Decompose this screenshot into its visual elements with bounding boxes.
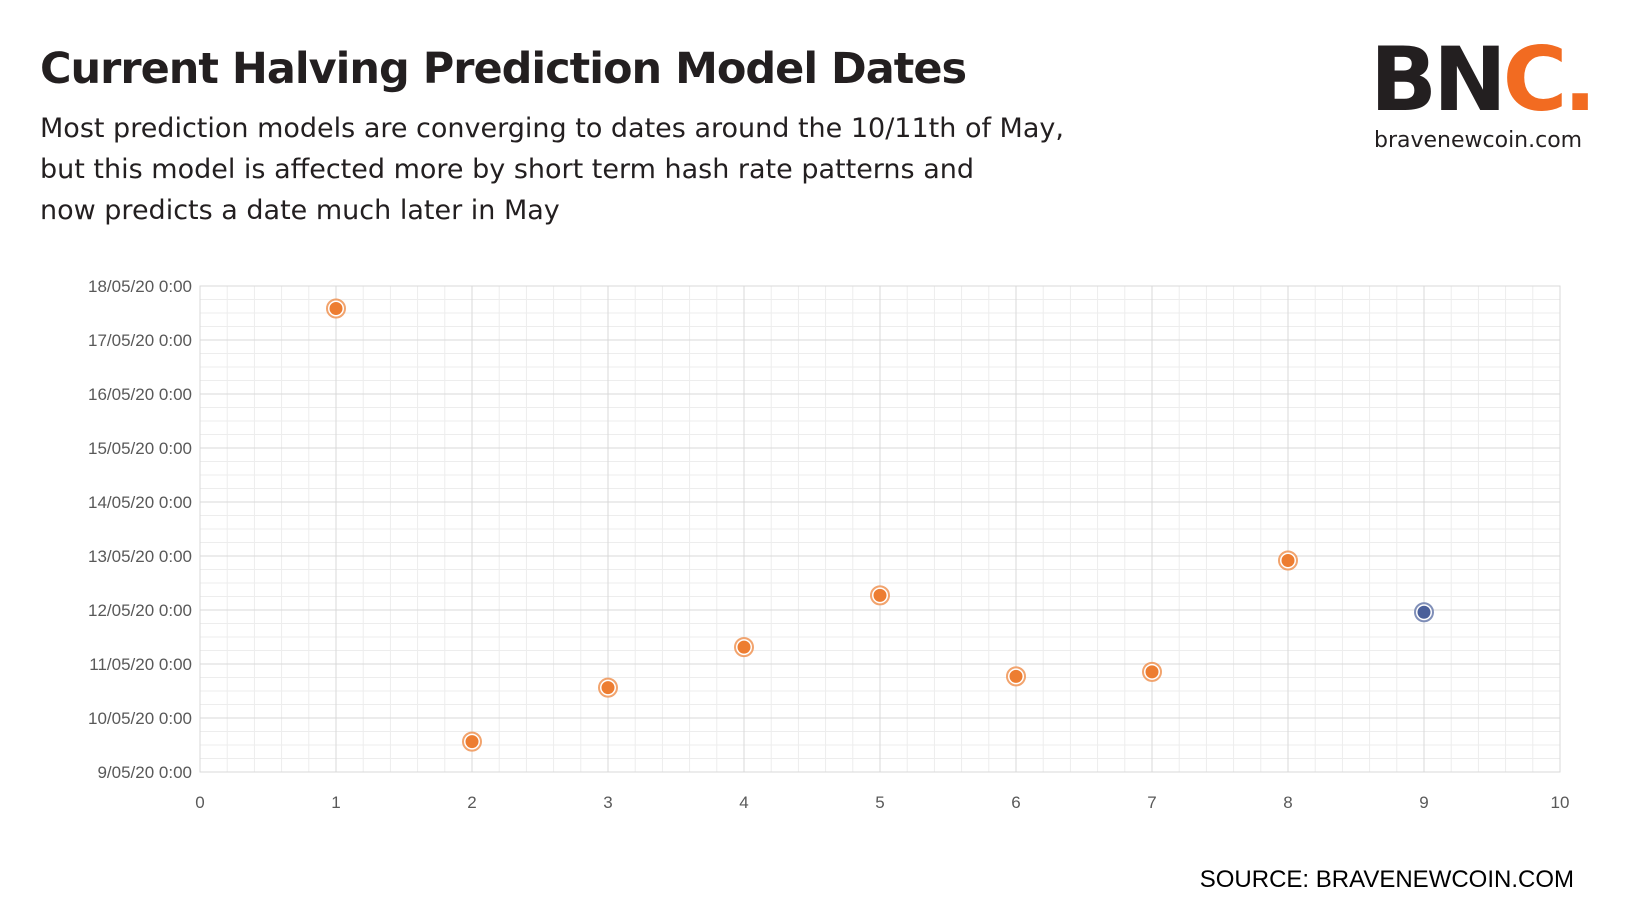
data-point-marker xyxy=(737,640,751,654)
y-tick-label: 15/05/20 0:00 xyxy=(88,439,192,458)
plot-border xyxy=(199,285,1561,773)
data-point xyxy=(1414,602,1434,623)
x-tick-label: 2 xyxy=(467,793,476,812)
x-axis-tick-labels: 0 1 2 3 4 5 6 7 8 9 10 xyxy=(195,793,1569,812)
y-axis-tick-labels: 9/05/20 0:00 10/05/20 0:00 11/05/20 0:00 12… xyxy=(88,277,192,782)
data-point-marker xyxy=(1281,554,1295,567)
x-tick-label: 9 xyxy=(1419,793,1428,812)
data-point xyxy=(462,731,482,752)
bnc-logo: BNC. bravenewcoin.com xyxy=(1370,30,1606,160)
logo-url: bravenewcoin.com xyxy=(1374,128,1583,153)
data-point-marker xyxy=(601,681,615,695)
x-tick-label: 3 xyxy=(603,793,612,812)
x-tick-label: 10 xyxy=(1551,793,1570,812)
y-tick-label: 16/05/20 0:00 xyxy=(88,385,192,404)
source-credit: SOURCE: BRAVENEWCOIN.COM xyxy=(1199,866,1574,893)
x-tick-label: 7 xyxy=(1147,793,1156,812)
data-point xyxy=(1006,666,1026,687)
axis-lines xyxy=(199,285,1561,773)
subtitle-line: Most prediction models are converging to… xyxy=(40,113,1064,144)
y-tick-label: 9/05/20 0:00 xyxy=(97,763,192,782)
x-tick-label: 4 xyxy=(739,793,748,812)
y-tick-label: 14/05/20 0:00 xyxy=(88,493,192,512)
y-tick-label: 13/05/20 0:00 xyxy=(88,547,192,566)
logo-wordmark: BNC. xyxy=(1370,28,1597,131)
x-tick-label: 0 xyxy=(195,793,204,812)
y-tick-label: 10/05/20 0:00 xyxy=(88,709,192,728)
data-point-marker xyxy=(465,735,479,749)
y-tick-label: 18/05/20 0:00 xyxy=(88,277,192,296)
y-tick-label: 17/05/20 0:00 xyxy=(88,331,192,350)
x-tick-label: 8 xyxy=(1283,793,1292,812)
data-point-marker xyxy=(329,302,343,315)
data-points xyxy=(326,298,1434,752)
chart-title: Current Halving Prediction Model Dates xyxy=(40,44,967,94)
data-point-marker xyxy=(1009,669,1023,683)
y-tick-label: 11/05/20 0:00 xyxy=(89,655,192,674)
data-point-marker xyxy=(1417,605,1431,619)
chart-subtitle: Most prediction models are converging to… xyxy=(40,108,1100,231)
data-point xyxy=(870,585,890,606)
x-tick-label: 6 xyxy=(1011,793,1020,812)
data-point xyxy=(734,637,754,658)
y-tick-label: 12/05/20 0:00 xyxy=(88,601,192,620)
data-point xyxy=(1142,661,1162,682)
data-point-marker xyxy=(1145,665,1159,679)
x-tick-label: 5 xyxy=(875,793,884,812)
data-point xyxy=(326,298,346,319)
x-tick-label: 1 xyxy=(331,793,340,812)
data-point xyxy=(598,677,618,698)
subtitle-line: but this model is affected more by short… xyxy=(40,154,974,185)
subtitle-line: now predicts a date much later in May xyxy=(40,195,560,226)
data-point xyxy=(1278,550,1298,571)
data-point-marker xyxy=(873,588,887,602)
